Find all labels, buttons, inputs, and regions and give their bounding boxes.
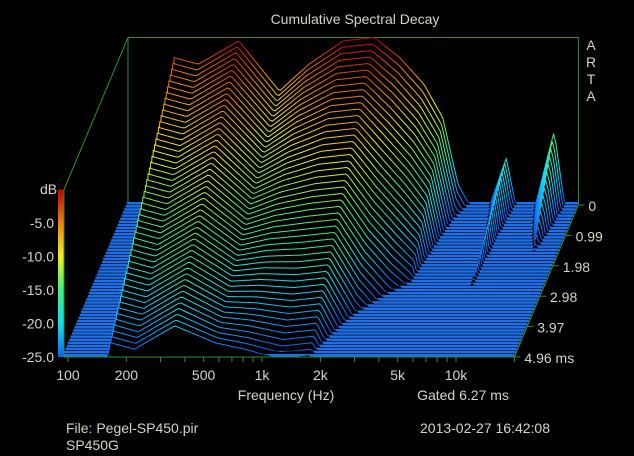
slice-line [86, 221, 538, 302]
gated-label: Gated 6.27 ms [417, 387, 509, 403]
slice-line [73, 279, 525, 333]
x-axis-label: Frequency (Hz) [238, 387, 334, 403]
slice-line [78, 256, 531, 321]
slice-fill [62, 326, 515, 357]
slice-floor [62, 354, 515, 357]
x-tick-label: 10k [445, 367, 469, 383]
x-tick-label: 100 [56, 367, 80, 383]
slice-line [81, 244, 533, 315]
time-tick-label: 0 [588, 198, 596, 214]
watermark-letter: T [587, 71, 596, 87]
slice-line [70, 290, 523, 339]
y-tick-label: -15.0 [22, 282, 54, 298]
slice-line [83, 232, 536, 308]
x-tick-label: 2k [313, 367, 329, 383]
slice-line [66, 308, 519, 349]
time-tick-label: 4.96 ms [524, 350, 574, 366]
axes: 100 200 500 1k 2k 5k 10k -5.0 -10.0 -15.0 -20.0 -25… [22, 189, 603, 383]
slice-line [87, 215, 540, 299]
time-tick-label: 0.99 [576, 228, 603, 244]
slice-line [69, 296, 521, 342]
file-name: File: Pegel-SP450.pir [66, 420, 199, 436]
watermark-letter: R [586, 54, 596, 70]
plot-frame [63, 37, 579, 205]
y-tick-label: -20.0 [22, 316, 54, 332]
decay-slices [62, 37, 579, 358]
slice-line [75, 267, 528, 327]
slice-line [95, 180, 548, 280]
slice-line [91, 198, 544, 290]
x-tick-label: 200 [115, 367, 139, 383]
colorbar [58, 189, 64, 357]
y-tick-label: -10.0 [22, 249, 54, 265]
frame-left-diagonal [63, 37, 129, 190]
slice-line [92, 192, 545, 287]
measurement-datetime: 2013-02-27 16:42:08 [420, 420, 550, 436]
slice-line [64, 319, 516, 355]
slice-line [65, 314, 517, 352]
slice-line [96, 174, 549, 277]
colorbar-label: dB [40, 181, 57, 197]
x-tick-label: 1k [255, 367, 271, 383]
slice-line [71, 285, 524, 336]
watermark-letter: A [586, 88, 596, 104]
slice-line [88, 209, 541, 296]
time-tick-label: 1.98 [563, 259, 590, 275]
x-tick-label: 500 [192, 367, 216, 383]
slice-line [68, 302, 520, 346]
watermark-letter: A [586, 37, 596, 53]
y-tick-label: -25.0 [22, 349, 54, 365]
time-axis-line [513, 204, 579, 358]
chart-title: Cumulative Spectral Decay [271, 11, 440, 27]
slice-line [85, 227, 537, 305]
time-tick-label: 2.98 [550, 289, 577, 305]
slice-line [90, 203, 542, 293]
slice-line [79, 250, 532, 318]
slice-line [77, 261, 529, 324]
slice-line [82, 238, 534, 311]
x-tick-label: 5k [390, 367, 406, 383]
slice-line [94, 186, 546, 284]
time-tick-label: 3.97 [537, 320, 564, 336]
slice-line [74, 273, 527, 330]
device-name: SP450G [66, 437, 119, 453]
y-tick-label: -5.0 [30, 215, 54, 231]
